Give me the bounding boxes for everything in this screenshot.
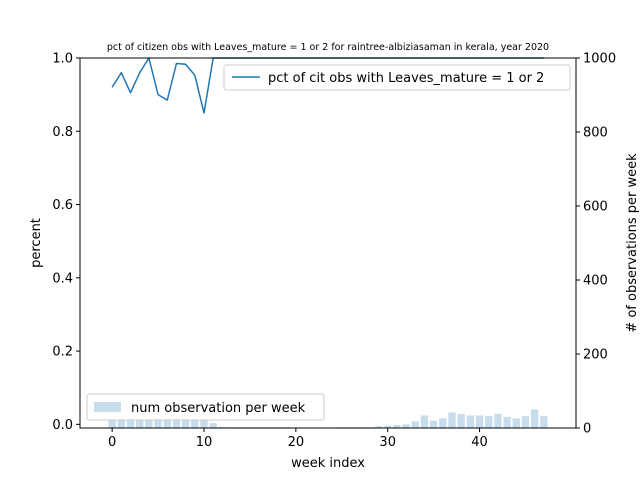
- observation-bar: [209, 423, 217, 428]
- legend-bars: num observation per week: [86, 393, 325, 421]
- y-axis-ticks: 0.0 0.2 0.4 0.6 0.8 1.0: [52, 52, 80, 433]
- observation-bar: [439, 418, 447, 428]
- observation-bar: [457, 413, 465, 428]
- y-tick-label: 0.4: [52, 271, 73, 286]
- legend-line-box: [223, 64, 571, 91]
- observation-bar: [540, 416, 548, 428]
- y-axis-label: percent: [29, 218, 44, 268]
- observation-bar: [108, 419, 116, 428]
- observation-bar: [154, 418, 162, 428]
- observation-bar: [145, 419, 153, 428]
- observation-bar: [374, 426, 383, 428]
- x-tick-label: 30: [379, 435, 396, 450]
- observation-bar: [117, 419, 126, 428]
- observation-bar: [393, 425, 401, 428]
- observation-bar: [420, 415, 429, 428]
- y2-tick-label: 1000: [583, 52, 616, 67]
- x-axis-ticks: 0 10 20 30 40: [108, 428, 488, 450]
- y-tick-label: 1.0: [52, 52, 73, 67]
- observation-bar: [126, 418, 135, 428]
- observation-bar: [521, 416, 530, 428]
- legend-line: pct of cit obs with Leaves_mature = 1 or…: [223, 64, 571, 91]
- observation-bar: [530, 409, 539, 428]
- x-axis-label: week index: [291, 456, 365, 471]
- observation-bar: [163, 419, 171, 428]
- observation-bar: [466, 415, 475, 428]
- x-tick-label: 0: [108, 435, 116, 450]
- chart-title: pct of citizen obs with Leaves_mature = …: [107, 42, 549, 53]
- observation-bar: [429, 420, 438, 428]
- y2-tick-label: 800: [583, 126, 608, 141]
- observation-bar: [191, 419, 199, 428]
- observation-bar: [512, 418, 520, 428]
- x-tick-label: 20: [288, 435, 305, 450]
- observation-bar: [136, 419, 144, 428]
- x-tick-label: 40: [471, 435, 488, 450]
- x-tick-label: 10: [196, 435, 213, 450]
- y-tick-label: 0.0: [52, 418, 73, 433]
- observation-bar: [384, 425, 392, 428]
- observation-bar: [494, 413, 502, 428]
- observation-bar: [475, 415, 484, 428]
- observation-bar: [172, 418, 181, 428]
- legend-bars-label: num observation per week: [131, 401, 306, 416]
- y2-axis-label: # of observations per week: [625, 153, 640, 333]
- observation-bar: [411, 421, 419, 428]
- y-tick-label: 0.6: [52, 198, 73, 213]
- observation-bar: [181, 418, 190, 428]
- y-tick-label: 0.2: [52, 345, 73, 360]
- observation-bar: [218, 426, 227, 428]
- y2-axis-ticks: 0 200 400 600 800 1000: [576, 52, 616, 437]
- observation-bar: [200, 419, 208, 428]
- plot-frame: [79, 57, 577, 429]
- legend-line-label: pct of cit obs with Leaves_mature = 1 or…: [268, 71, 544, 86]
- legend-bars-swatch: [94, 402, 121, 412]
- y2-tick-label: 0: [583, 422, 591, 437]
- y2-tick-label: 200: [583, 348, 608, 363]
- observation-bar: [402, 424, 410, 428]
- legend-bars-box: [86, 393, 325, 421]
- y-tick-label: 0.8: [52, 125, 73, 140]
- observation-bar: [485, 416, 493, 428]
- y2-tick-label: 600: [583, 200, 608, 215]
- y2-tick-label: 400: [583, 274, 608, 289]
- observation-bar: [448, 412, 456, 428]
- observation-bar: [503, 416, 511, 428]
